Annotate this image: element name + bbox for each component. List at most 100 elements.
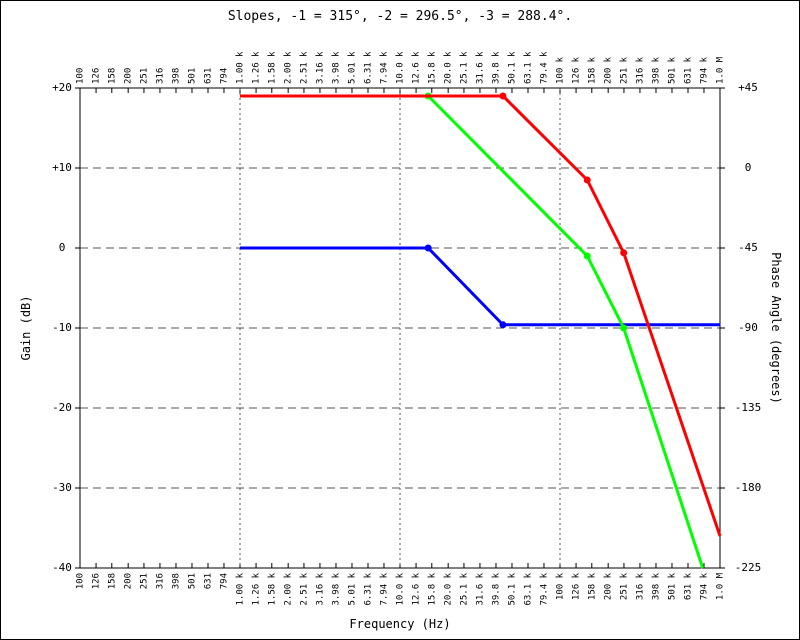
x-tick-label: 2.00 k (284, 572, 294, 605)
x-tick-label: 2.00 k (284, 51, 294, 84)
x-tick-label: 316 k (635, 572, 645, 600)
y2-tick-label: -180 (735, 481, 762, 494)
x-tick-label: 251 k (619, 56, 629, 84)
x-tick-label: 7.94 k (379, 51, 389, 84)
y2-tick-label: -45 (738, 241, 758, 254)
x-tick-label: 25.1 k (459, 572, 469, 605)
chart-title: Slopes, -1 = 315°, -2 = 296.5°, -3 = 288… (228, 9, 572, 24)
x-tick-label: 50.1 k (507, 572, 517, 605)
x-tick-label: 31.6 k (475, 572, 485, 605)
x-tick-label: 631 (204, 573, 214, 589)
x-tick-label: 50.1 k (507, 51, 517, 84)
x-tick-label: 794 k (699, 572, 709, 600)
x-tick-label: 200 k (604, 56, 614, 84)
x-tick-label: 12.6 k (412, 572, 422, 605)
y2-tick-label: -135 (735, 401, 762, 414)
x-tick-label: 158 (107, 68, 117, 84)
x-tick-label: 398 k (651, 56, 661, 84)
x-tick-label: 1.00 k (236, 572, 246, 605)
x-tick-label: 200 k (604, 572, 614, 600)
x-tick-label: 501 k (667, 572, 677, 600)
x-tick-label: 5.01 k (347, 51, 357, 84)
y-tick-label: +10 (52, 161, 72, 174)
x-tick-label: 398 (171, 573, 181, 589)
x-tick-label: 200 (124, 68, 134, 84)
point-marker (499, 321, 507, 329)
plot-border (79, 87, 721, 569)
y-axis-label: Gain (dB) (19, 295, 33, 360)
x-tick-label: 158 k (587, 572, 597, 600)
x-tick-label: 63.1 k (524, 51, 534, 84)
y2-tick-label: +45 (738, 81, 758, 94)
x-tick-label: 126 k (572, 56, 582, 84)
x-tick-label: 3.16 k (315, 51, 325, 84)
x-tick-label: 200 (124, 573, 134, 589)
series-line (240, 246, 720, 327)
x-tick-label: 31.6 k (475, 51, 485, 84)
y2-tick-label: -90 (738, 321, 758, 334)
x-tick-label: 15.8 k (427, 51, 437, 84)
y-tick-label: -40 (52, 561, 72, 574)
x-tick-label: 1.00 k (236, 51, 246, 84)
x-tick-label: 251 k (619, 572, 629, 600)
x-tick-label: 3.98 k (331, 572, 341, 605)
x-tick-label: 25.1 k (459, 51, 469, 84)
point-marker (499, 92, 507, 100)
x-tick-label: 100 k (556, 56, 566, 84)
x-tick-label: 5.01 k (347, 572, 357, 605)
x-tick-label: 1.0 M (716, 56, 726, 84)
x-tick-label: 12.6 k (412, 51, 422, 84)
x-tick-label: 126 (92, 68, 102, 84)
y-tick-label: +20 (52, 81, 72, 94)
x-tick-label: 2.51 k (299, 572, 309, 605)
x-tick-label: 316 (155, 68, 165, 84)
y-tick-label: -30 (52, 481, 72, 494)
x-tick-label: 39.8 k (491, 51, 501, 84)
x-tick-label: 6.31 k (364, 572, 374, 605)
x-tick-label: 316 k (635, 56, 645, 84)
y-tick-label: 0 (59, 241, 66, 254)
x-tick-label: 1.26 k (252, 572, 262, 605)
x-tick-label: 79.4 k (539, 51, 549, 84)
y-tick-label: -10 (52, 321, 72, 334)
x-tick-label: 7.94 k (379, 572, 389, 605)
x-tick-label: 251 (139, 68, 149, 84)
x-tick-label: 501 (187, 573, 197, 589)
point-marker (583, 252, 591, 260)
x-tick-label: 15.8 k (427, 572, 437, 605)
x-tick-label: 126 (92, 573, 102, 589)
point-marker (424, 244, 432, 252)
x-tick-label: 501 (187, 68, 197, 84)
x-tick-label: 1.26 k (252, 51, 262, 84)
x-tick-label: 501 k (667, 56, 677, 84)
series-line (240, 94, 705, 569)
x-tick-label: 251 (139, 573, 149, 589)
x-tick-label: 1.0 M (716, 572, 726, 600)
x-tick-label: 794 k (699, 56, 709, 84)
x-tick-label: 158 k (587, 56, 597, 84)
x-tick-label: 20.0 k (444, 51, 454, 84)
x-tick-label: 794 (219, 573, 229, 589)
y2-axis-label: Phase Angle (degrees) (769, 252, 783, 404)
x-tick-label: 631 k (684, 572, 694, 600)
x-tick-label: 10.0 k (396, 51, 406, 84)
x-tick-label: 126 k (572, 572, 582, 600)
x-tick-label: 2.51 k (299, 51, 309, 84)
y2-tick-label: -225 (735, 561, 762, 574)
x-tick-label: 100 (76, 68, 86, 84)
y-tick-label: -20 (52, 401, 72, 414)
series-line (240, 94, 722, 537)
x-tick-label: 6.31 k (364, 51, 374, 84)
x-tick-label: 631 (204, 68, 214, 84)
x-tick-label: 39.8 k (491, 572, 501, 605)
x-tick-label: 3.98 k (331, 51, 341, 84)
x-tick-label: 20.0 k (444, 572, 454, 605)
x-tick-label: 100 (76, 573, 86, 589)
x-tick-label: 79.4 k (539, 572, 549, 605)
x-axis-label: Frequency (Hz) (349, 617, 450, 631)
x-tick-label: 316 (155, 573, 165, 589)
x-tick-label: 100 k (556, 572, 566, 600)
x-tick-label: 3.16 k (315, 572, 325, 605)
